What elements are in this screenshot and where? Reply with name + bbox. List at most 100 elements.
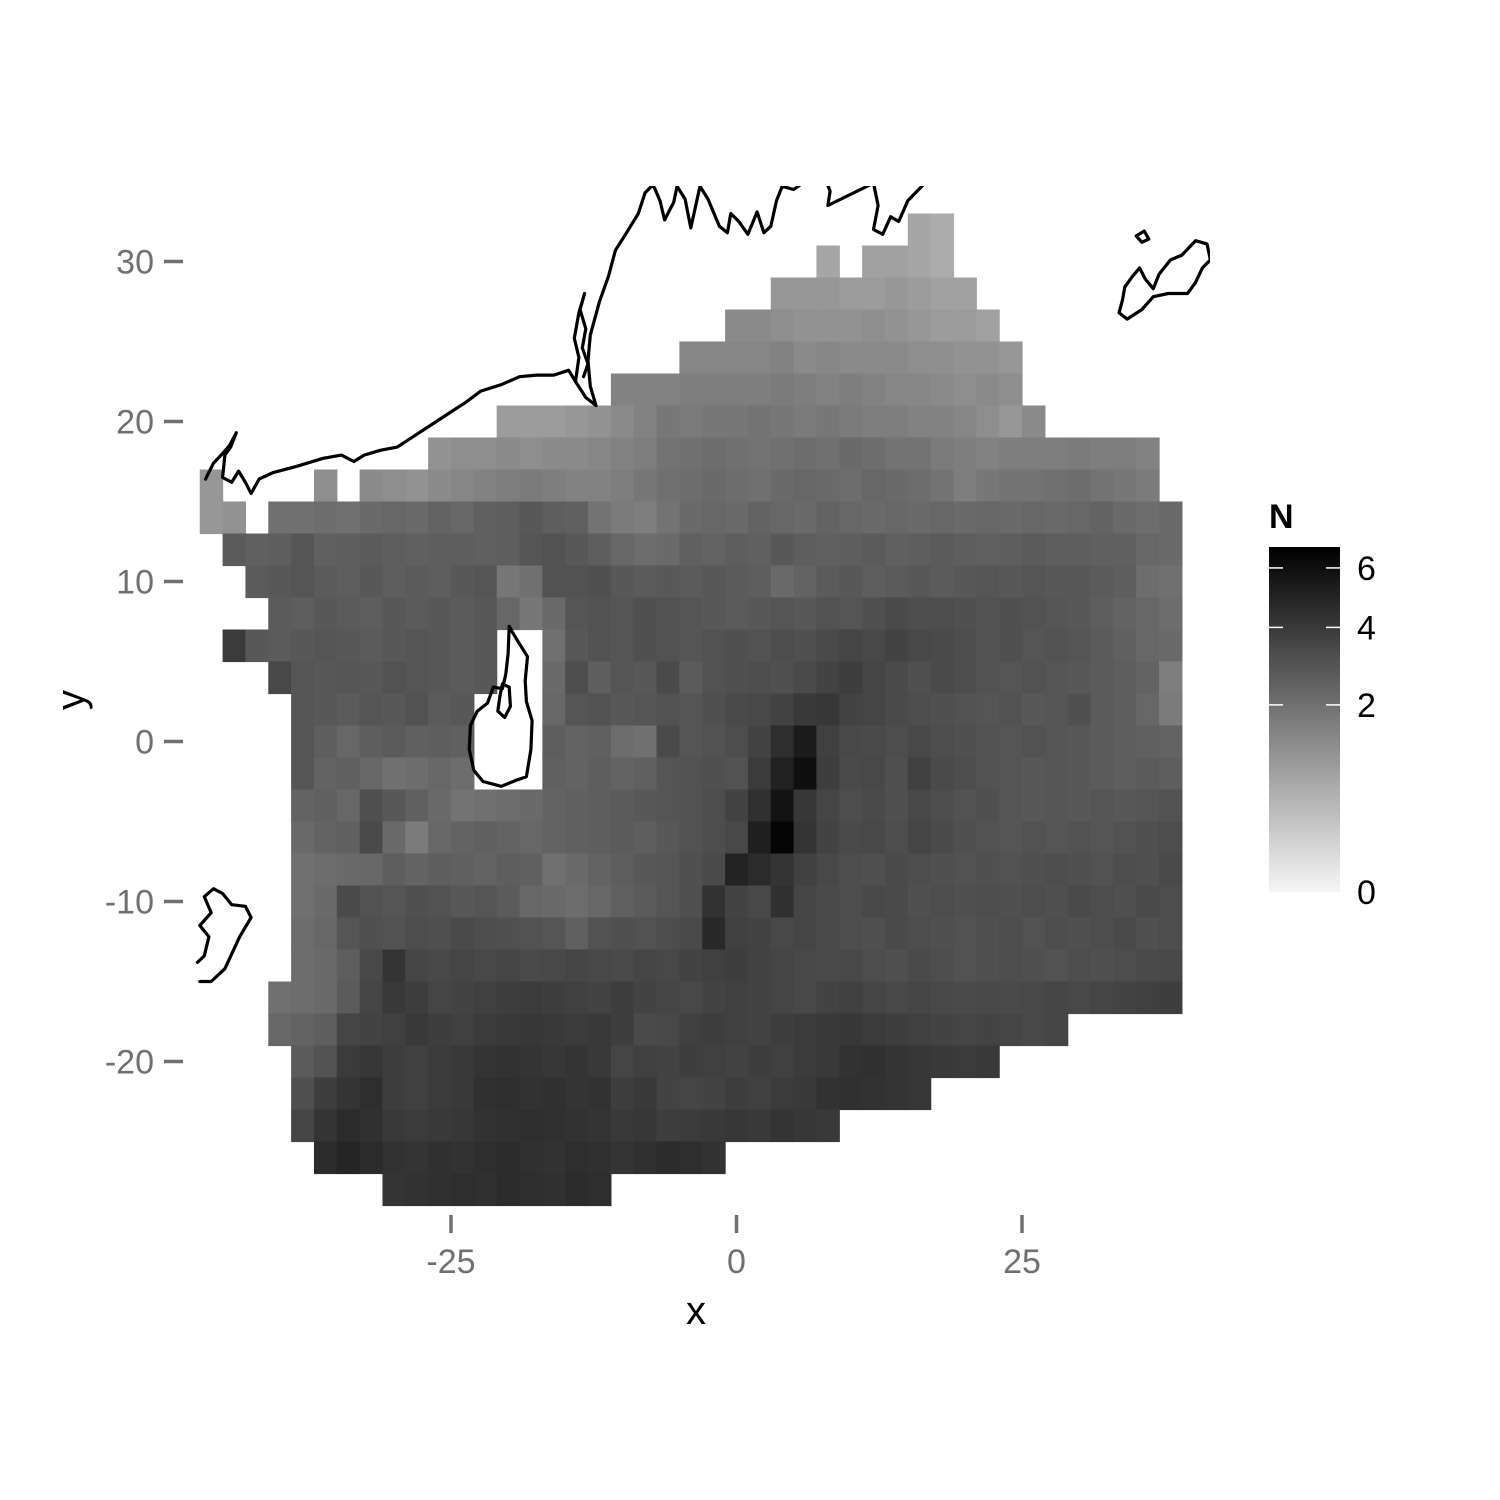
heatmap-cell [793, 661, 818, 695]
heatmap-cell [588, 1013, 612, 1047]
heatmap-cell [588, 1173, 612, 1207]
heatmap-cell [405, 757, 429, 791]
heatmap-cell [519, 1173, 543, 1207]
heatmap-cell [1159, 661, 1183, 695]
heatmap-cell [816, 1077, 840, 1111]
heatmap-cell [839, 853, 863, 887]
heatmap-cell [610, 1077, 635, 1111]
heatmap-cell [1067, 501, 1092, 535]
heatmap-cell [976, 629, 1000, 663]
heatmap-cell [999, 501, 1023, 535]
heatmap-cell [839, 821, 863, 855]
heatmap-cell [405, 821, 429, 855]
heatmap-cell [519, 1141, 543, 1175]
heatmap-cell [1090, 629, 1114, 663]
heatmap-cell [542, 757, 566, 791]
heatmap-cell [451, 1045, 475, 1079]
heatmap-cell [679, 757, 703, 791]
heatmap-cell [610, 373, 635, 407]
heatmap-cell [816, 533, 840, 567]
heatmap-cell [1044, 1013, 1069, 1047]
heatmap-cell [451, 533, 475, 567]
heatmap-cell [679, 469, 703, 503]
heatmap-cell [405, 565, 429, 599]
heatmap-cell [1113, 757, 1137, 791]
heatmap-cell [930, 757, 955, 791]
heatmap-cell [542, 565, 566, 599]
heatmap-cell [588, 757, 612, 791]
heatmap-cell [702, 629, 726, 663]
heatmap-cell [428, 1077, 452, 1111]
heatmap-cell [999, 405, 1023, 439]
heatmap-cell [770, 373, 795, 407]
heatmap-cell [565, 1077, 589, 1111]
heatmap-cell [473, 629, 498, 663]
heatmap-cell [336, 853, 361, 887]
heatmap-cell [519, 405, 543, 439]
heatmap-cell [610, 853, 635, 887]
heatmap-cell [588, 853, 612, 887]
heatmap-cell [359, 917, 384, 951]
heatmap-cell [656, 981, 680, 1015]
heatmap-cell [588, 885, 612, 919]
heatmap-cell [999, 693, 1023, 727]
heatmap-cell [907, 245, 932, 279]
heatmap-cell [839, 277, 863, 311]
heatmap-cell [405, 1109, 429, 1143]
heatmap-cell [588, 565, 612, 599]
heatmap-cell [884, 341, 909, 375]
legend-tick-label: 4 [1357, 609, 1376, 647]
heatmap-cell [1113, 821, 1137, 855]
heatmap-cell [1159, 981, 1183, 1015]
heatmap-cell [953, 629, 977, 663]
heatmap-cell [862, 917, 886, 951]
heatmap-cell [610, 661, 635, 695]
heatmap-cell [588, 533, 612, 567]
heatmap-cell [656, 501, 680, 535]
heatmap-cell [291, 885, 315, 919]
heatmap-cell [268, 1013, 292, 1047]
heatmap-cell [793, 469, 818, 503]
heatmap-cell [839, 1077, 863, 1111]
heatmap-cell [702, 341, 726, 375]
heatmap-cell [1113, 917, 1137, 951]
heatmap-cell [862, 821, 886, 855]
heatmap-cell [336, 821, 361, 855]
heatmap-cell [930, 597, 955, 631]
heatmap-cell [1044, 725, 1069, 759]
heatmap-cell [428, 1109, 452, 1143]
heatmap-cell [336, 629, 361, 663]
color-legend: N 0 2 4 6 [1269, 498, 1376, 912]
heatmap-cell [953, 821, 977, 855]
heatmap-cell [610, 629, 635, 663]
heatmap-cell [1067, 469, 1092, 503]
heatmap-cell [588, 949, 612, 983]
heatmap-cell [839, 1013, 863, 1047]
heatmap-cell [336, 981, 361, 1015]
heatmap-cell [1044, 853, 1069, 887]
heatmap-cell [291, 533, 315, 567]
heatmap-cell [770, 725, 795, 759]
heatmap-cell [405, 1077, 429, 1111]
heatmap-cell [565, 1013, 589, 1047]
heatmap-cell [405, 917, 429, 951]
heatmap-cell [999, 469, 1023, 503]
heatmap-cell [1022, 533, 1046, 567]
heatmap-cell [1090, 949, 1114, 983]
heatmap-cell [793, 725, 818, 759]
x-tick-label: 0 [727, 1243, 746, 1281]
heatmap-cell [656, 1141, 680, 1175]
heatmap-cell [839, 533, 863, 567]
heatmap-cell [565, 629, 589, 663]
heatmap-cell [1067, 789, 1092, 823]
heatmap-cell [976, 1045, 1000, 1079]
heatmap-cell [770, 693, 795, 727]
heatmap-cell [405, 725, 429, 759]
y-axis: 30 20 10 0 -10 -20 [105, 244, 183, 1082]
heatmap-cell [610, 725, 635, 759]
heatmap-cell [382, 565, 406, 599]
heatmap-cell [428, 1173, 452, 1207]
heatmap-cell [884, 885, 909, 919]
heatmap-cell [862, 1013, 886, 1047]
heatmap-cell [565, 1045, 589, 1079]
